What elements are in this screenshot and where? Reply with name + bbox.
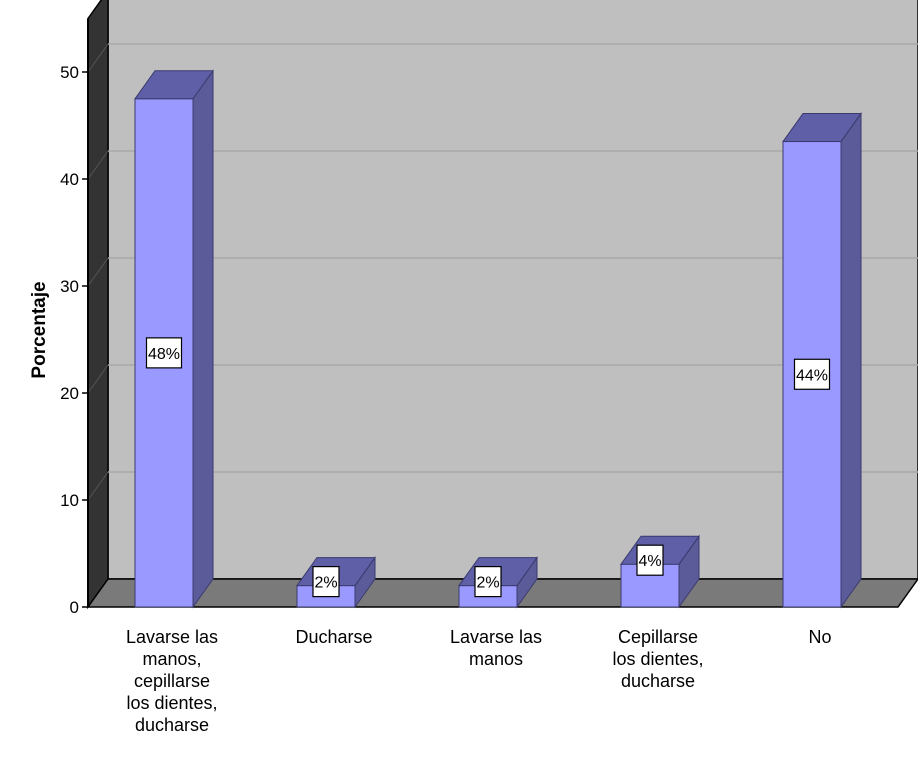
bar: 2% [458,556,538,609]
bar-side [840,111,862,609]
x-tick-label: ducharse [135,715,209,735]
x-tick-label: No [808,627,831,647]
y-axis-label: Porcentaje [29,281,50,378]
y-tick-label: 10 [60,491,79,510]
grid-line-side [87,471,109,501]
x-tick-label: cepillarse [134,671,210,691]
grid-line-side [87,43,109,73]
x-tick-label: manos [469,649,523,669]
y-tick-label: 20 [60,384,79,403]
bar: 44% [782,111,862,609]
data-label-box [793,358,831,390]
x-tick-label: Lavarse las [126,627,218,647]
x-tick-label: Lavarse las [450,627,542,647]
grid-line-side [87,257,109,287]
data-label-box [145,337,183,369]
data-label: 44% [796,367,828,384]
y-tick-label: 50 [60,63,79,82]
bar: 4% [620,534,700,609]
bars: 48% 2% 2% 4% 44% [134,69,862,609]
y-tick-label: 0 [70,598,79,617]
y-tick-label: 30 [60,277,79,296]
x-tick-label: los dientes, [612,649,703,669]
y-tick-label: 40 [60,170,79,189]
data-label: 2% [476,575,499,592]
y-axis: 0 10 20 30 40 50 [60,18,89,617]
bar-top [134,70,214,100]
bar: 2% [296,556,376,609]
data-label: 2% [314,575,337,592]
x-tick-label: Ducharse [295,627,372,647]
data-label-box [312,565,340,598]
data-label: 48% [148,346,180,363]
x-tick-label: los dientes, [126,693,217,713]
data-label: 4% [638,553,661,570]
data-label-box [474,565,502,598]
bar-top [782,113,862,143]
x-tick-label: manos, [142,649,201,669]
x-tick-label: ducharse [621,671,695,691]
data-label-box [636,544,664,576]
bar: 48% [134,69,214,609]
grid-line-side [87,364,109,394]
x-tick-label: Cepillarse [618,627,698,647]
bar-side [192,69,214,609]
side-wall [87,0,109,610]
grid-line-side [87,150,109,180]
